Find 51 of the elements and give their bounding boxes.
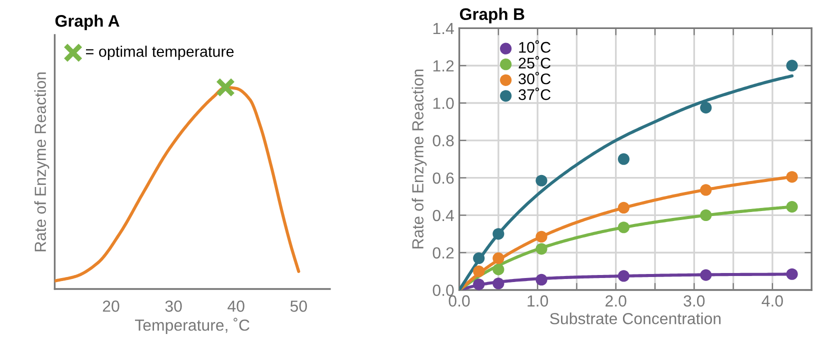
point xyxy=(492,278,504,290)
y-axis-title: Rate of Enzyme Reaction xyxy=(34,72,50,252)
point xyxy=(618,202,630,214)
legend-label: = optimal temperature xyxy=(86,46,234,60)
y-tick-label: 0.8 xyxy=(432,135,454,146)
point xyxy=(700,209,712,222)
y-tick-label: 0.0 xyxy=(432,284,454,296)
y-tick-label: 1.2 xyxy=(433,60,454,72)
point xyxy=(618,270,630,282)
point xyxy=(786,171,798,183)
point xyxy=(492,264,504,276)
x-tick-label: 50 xyxy=(290,300,307,312)
x-tick-label: 3.0 xyxy=(684,295,705,307)
point xyxy=(786,60,798,72)
point xyxy=(536,243,548,255)
x-tick-label: 40 xyxy=(228,300,244,312)
point xyxy=(536,174,548,186)
point xyxy=(700,102,712,114)
point xyxy=(700,269,712,281)
y-tick-label: 0.4 xyxy=(432,210,454,222)
point xyxy=(618,153,630,165)
x-tick-label: 0.0 xyxy=(448,295,470,307)
y-tick-label: 0.6 xyxy=(432,172,454,184)
point xyxy=(700,184,712,196)
point xyxy=(536,230,548,243)
point xyxy=(492,252,504,264)
point xyxy=(786,200,798,213)
x-axis-title: Temperature, ˚C xyxy=(135,318,250,334)
point xyxy=(473,266,485,278)
x-tick-label: 2.0 xyxy=(606,295,626,307)
point xyxy=(786,268,798,280)
point xyxy=(492,228,504,240)
y-tick-label: 1.0 xyxy=(433,98,454,109)
x-tick-label: 20 xyxy=(102,300,120,312)
point xyxy=(473,278,485,290)
legend-label: 30˚C xyxy=(518,72,551,84)
x-tick-label: 4.0 xyxy=(762,295,783,307)
point xyxy=(536,274,548,286)
point xyxy=(473,252,485,264)
y-tick-label: 0.2 xyxy=(432,247,454,259)
y-axis-title: Rate of Enzyme Reaction xyxy=(412,70,427,248)
chart-title: Graph B xyxy=(460,8,524,24)
chart-title: Graph A xyxy=(55,14,120,30)
point xyxy=(618,222,630,234)
legend-label: 37˚C xyxy=(518,88,551,100)
legend-label: 10˚C xyxy=(519,40,551,53)
x-axis-title: Substrate Concentration xyxy=(550,312,721,324)
x-tick-label: 1.0 xyxy=(528,295,548,307)
x-tick-label: 30 xyxy=(165,300,182,312)
legend-label: 25˚C xyxy=(518,56,551,69)
y-tick-label: 1.4 xyxy=(433,23,454,34)
